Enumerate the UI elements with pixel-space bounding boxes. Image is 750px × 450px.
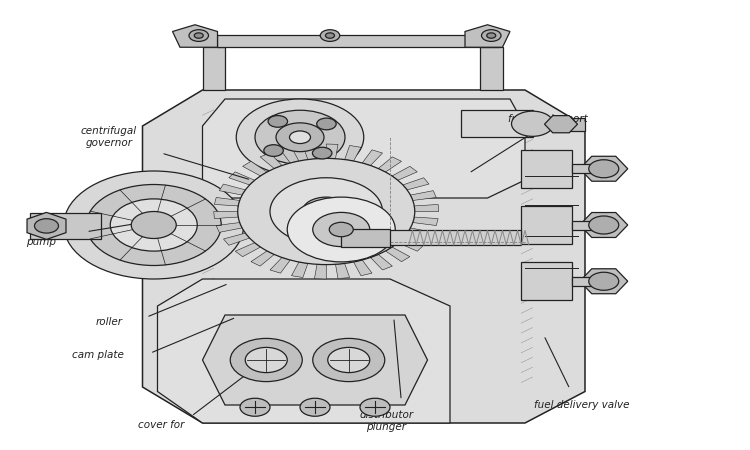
Bar (30, 213, 101, 239)
Bar (341, 229, 390, 247)
Bar (217, 35, 499, 47)
Text: distributor
plunger: distributor plunger (359, 410, 413, 432)
Circle shape (482, 30, 501, 41)
Circle shape (268, 116, 287, 127)
Circle shape (313, 147, 332, 159)
Bar (341, 230, 521, 245)
Bar (551, 118, 585, 130)
Circle shape (313, 338, 385, 382)
Circle shape (287, 197, 395, 262)
Polygon shape (280, 147, 299, 163)
Circle shape (316, 118, 336, 130)
Circle shape (290, 131, 310, 144)
Polygon shape (260, 153, 282, 169)
Polygon shape (243, 162, 267, 176)
Circle shape (589, 160, 619, 178)
Bar (461, 110, 532, 137)
Circle shape (34, 219, 58, 233)
Circle shape (589, 216, 619, 234)
Circle shape (302, 197, 350, 226)
Polygon shape (410, 191, 436, 200)
Polygon shape (414, 204, 439, 212)
Polygon shape (398, 238, 424, 251)
Polygon shape (335, 263, 350, 279)
Polygon shape (172, 25, 217, 47)
Circle shape (328, 347, 370, 373)
Polygon shape (214, 198, 240, 206)
Circle shape (313, 212, 370, 247)
Text: cover for: cover for (138, 420, 184, 430)
Circle shape (589, 272, 619, 290)
Circle shape (512, 111, 554, 136)
Circle shape (110, 199, 197, 251)
Circle shape (276, 123, 324, 152)
Polygon shape (251, 251, 274, 266)
Circle shape (255, 110, 345, 164)
Text: vane
pump: vane pump (26, 225, 56, 247)
Circle shape (320, 30, 340, 41)
Polygon shape (392, 166, 417, 180)
Polygon shape (236, 243, 260, 256)
Circle shape (264, 145, 284, 157)
Polygon shape (224, 233, 250, 245)
Circle shape (270, 178, 382, 245)
Circle shape (326, 33, 334, 38)
Circle shape (487, 33, 496, 38)
Polygon shape (413, 217, 438, 225)
Polygon shape (407, 228, 434, 239)
Polygon shape (202, 99, 525, 198)
Polygon shape (314, 264, 326, 279)
Polygon shape (362, 150, 382, 166)
Circle shape (360, 398, 390, 416)
Circle shape (230, 338, 302, 382)
Bar (572, 220, 604, 230)
Polygon shape (378, 157, 401, 172)
Bar (521, 206, 572, 244)
Polygon shape (403, 178, 429, 190)
Polygon shape (345, 145, 361, 161)
Polygon shape (202, 315, 427, 405)
Circle shape (86, 184, 221, 266)
Circle shape (131, 212, 176, 239)
Circle shape (300, 398, 330, 416)
Text: fuel delivery valve: fuel delivery valve (533, 400, 629, 410)
Polygon shape (214, 212, 238, 219)
Polygon shape (303, 144, 317, 160)
Polygon shape (202, 47, 225, 90)
Polygon shape (353, 260, 372, 276)
Circle shape (64, 171, 244, 279)
Polygon shape (292, 262, 308, 278)
Polygon shape (480, 47, 502, 90)
Bar (572, 164, 604, 173)
Polygon shape (158, 279, 450, 423)
Polygon shape (580, 212, 628, 238)
Polygon shape (386, 247, 410, 261)
Polygon shape (465, 25, 510, 47)
Circle shape (236, 99, 364, 176)
Circle shape (329, 222, 353, 237)
Polygon shape (580, 156, 628, 181)
Polygon shape (219, 184, 245, 195)
Bar (572, 277, 604, 286)
Text: centrifugal
governor: centrifugal governor (81, 126, 136, 148)
Text: roller: roller (95, 317, 122, 327)
Polygon shape (544, 116, 578, 133)
Polygon shape (370, 254, 392, 270)
Circle shape (238, 158, 415, 265)
Polygon shape (142, 90, 585, 423)
Circle shape (240, 398, 270, 416)
Circle shape (194, 33, 203, 38)
Bar (521, 262, 572, 300)
Polygon shape (216, 223, 242, 232)
Polygon shape (326, 144, 338, 159)
Circle shape (189, 30, 209, 41)
Text: cam plate: cam plate (71, 351, 124, 360)
Text: fuel intake port: fuel intake port (508, 114, 587, 124)
Polygon shape (270, 257, 290, 273)
Bar (521, 150, 572, 188)
Polygon shape (580, 269, 628, 294)
Polygon shape (229, 172, 255, 185)
Circle shape (245, 347, 287, 373)
Polygon shape (27, 212, 66, 239)
